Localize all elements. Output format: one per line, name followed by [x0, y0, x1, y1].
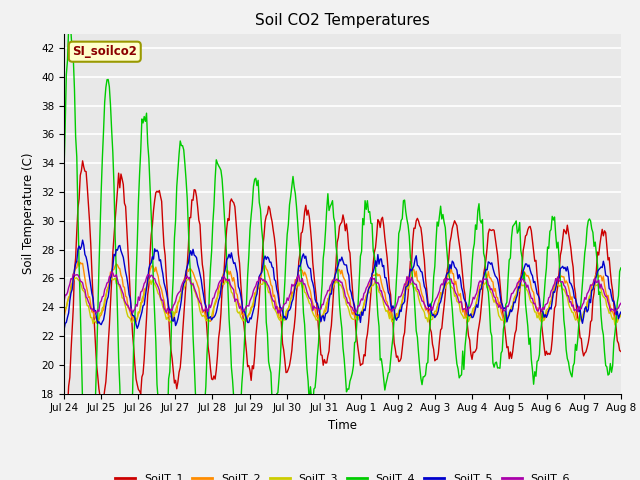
Title: Soil CO2 Temperatures: Soil CO2 Temperatures: [255, 13, 430, 28]
Text: SI_soilco2: SI_soilco2: [72, 45, 137, 58]
Y-axis label: Soil Temperature (C): Soil Temperature (C): [22, 153, 35, 275]
Legend: SoilT_1, SoilT_2, SoilT_3, SoilT_4, SoilT_5, SoilT_6: SoilT_1, SoilT_2, SoilT_3, SoilT_4, Soil…: [111, 469, 574, 480]
X-axis label: Time: Time: [328, 419, 357, 432]
